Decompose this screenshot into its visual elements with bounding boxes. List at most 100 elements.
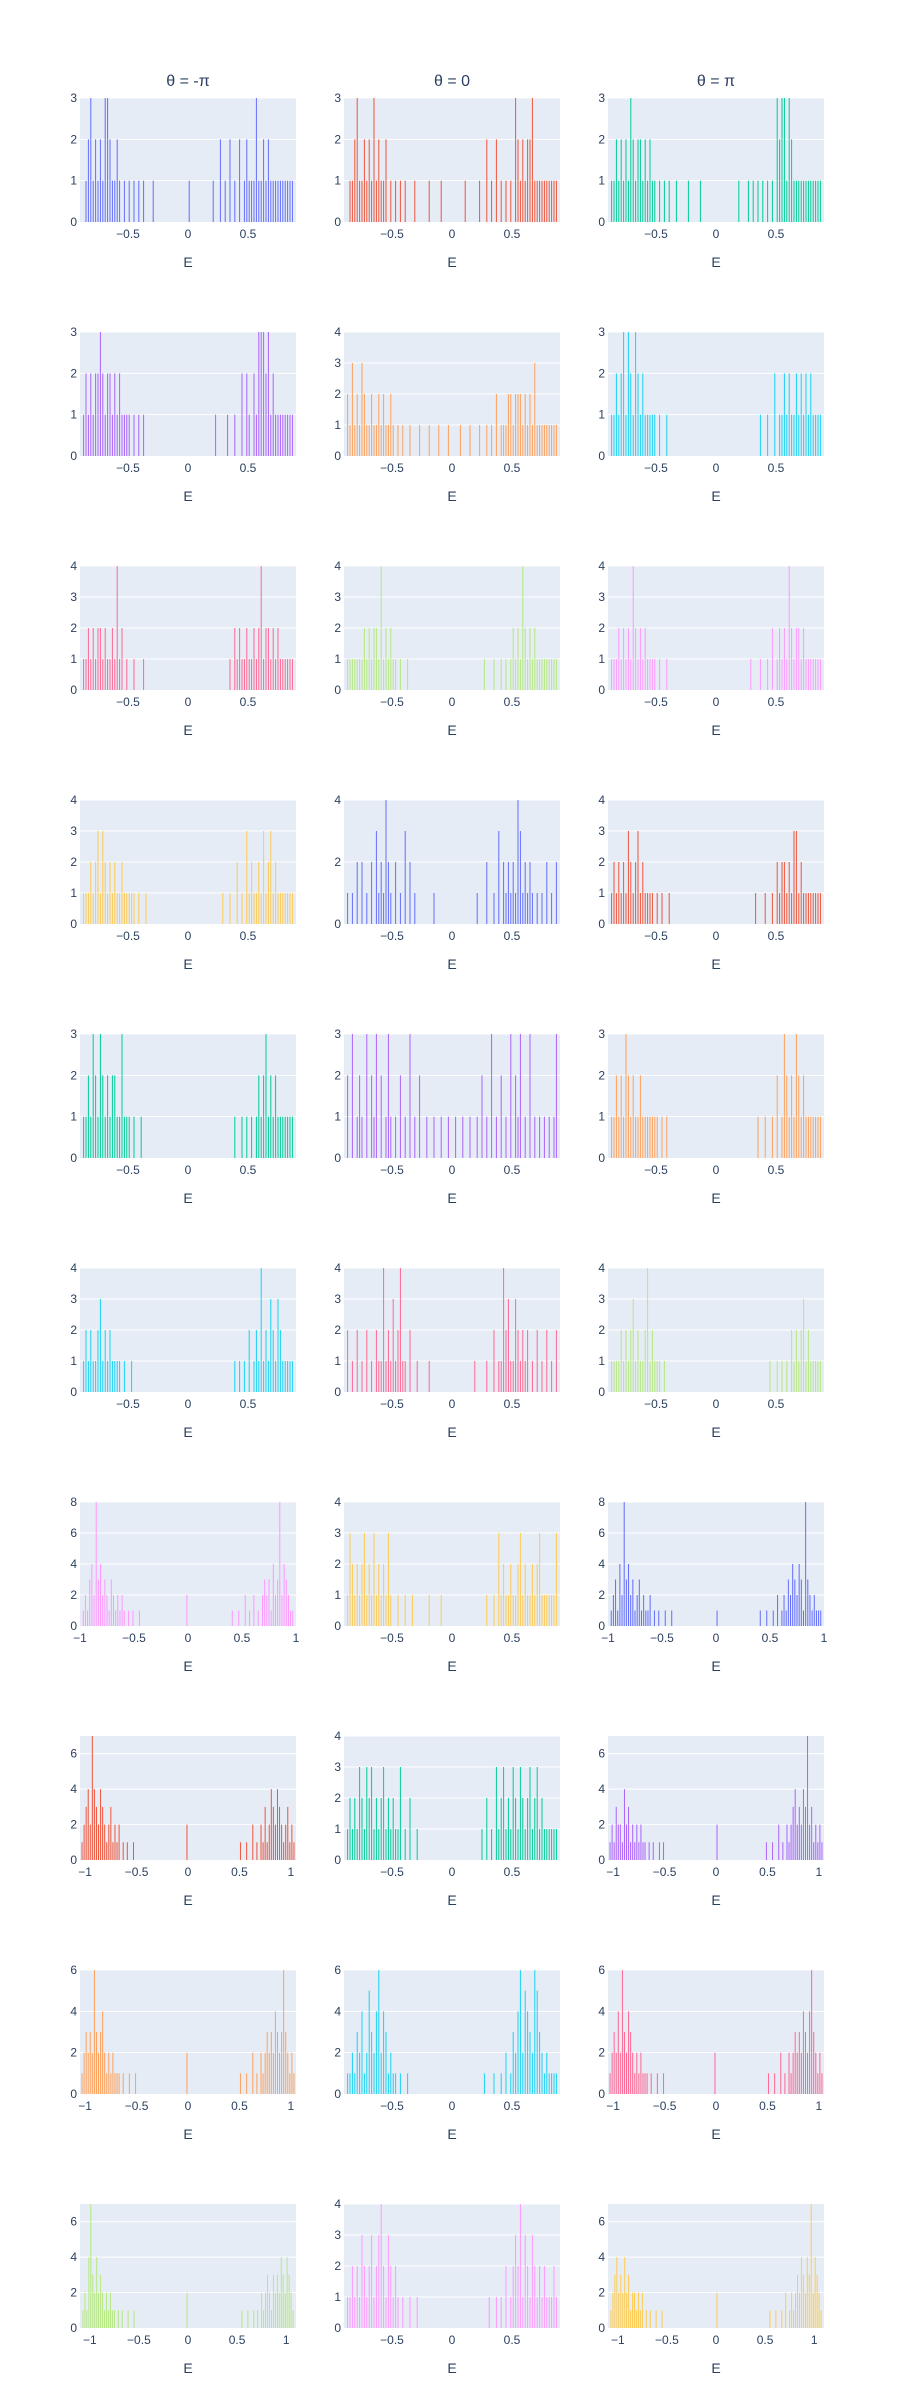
histogram-bar (289, 2073, 291, 2094)
histogram-bar (108, 1824, 110, 1860)
histogram-bar (256, 1842, 258, 1860)
histogram-bar (767, 414, 769, 456)
x-tick-label: −1 (78, 2099, 92, 2113)
histogram-bar (85, 1330, 87, 1392)
histogram-bar (106, 1595, 108, 1626)
histogram-bar (649, 1595, 651, 1626)
histogram-bar (644, 1842, 646, 1860)
histogram-bar (791, 1075, 793, 1158)
histogram-bar (366, 425, 368, 456)
histogram-bar (395, 2266, 397, 2328)
histogram-bar (119, 373, 121, 456)
histogram-bar (522, 1595, 524, 1626)
y-tick-label: 1 (598, 174, 605, 188)
histogram-bar (246, 628, 248, 690)
histogram-bar (258, 1361, 260, 1392)
histogram-bar (263, 659, 265, 690)
histogram-bar (383, 893, 385, 924)
histogram-bar (385, 425, 387, 456)
histogram-bar (131, 893, 133, 924)
y-tick-label: 1 (598, 408, 605, 422)
histogram-bar (282, 893, 284, 924)
histogram-bar (764, 893, 766, 924)
histogram-bar (804, 2032, 806, 2094)
histogram-bar (123, 893, 125, 924)
histogram-bar (635, 1116, 637, 1158)
x-axis-title: E (183, 2360, 192, 2376)
histogram-bar (354, 139, 356, 222)
histogram-bar (491, 1034, 493, 1158)
histogram-bar (486, 862, 488, 924)
histogram-bar (628, 2011, 630, 2094)
histogram-bar (98, 1824, 100, 1860)
histogram-bar (551, 1595, 553, 1626)
histogram-bar (290, 2292, 292, 2328)
histogram-bar (517, 1330, 519, 1392)
y-tick-label: 0 (70, 2087, 77, 2101)
histogram-bar (534, 363, 536, 456)
histogram-bar (106, 2073, 108, 2094)
histogram-bar (387, 862, 389, 924)
histogram-bar (368, 628, 370, 690)
histogram-bar (104, 862, 106, 924)
histogram-bar (529, 394, 531, 456)
histogram-bar (642, 373, 644, 456)
histogram-bar (658, 1610, 660, 1626)
histogram-bar (553, 659, 555, 690)
y-tick-label: 8 (70, 1495, 77, 1509)
histogram-bar (186, 2052, 188, 2094)
histogram-bar (272, 180, 274, 222)
histogram-bar (644, 628, 646, 690)
histogram-bar (798, 1361, 800, 1392)
histogram-bar (553, 180, 555, 222)
histogram-bar (409, 1330, 411, 1392)
x-axis-title: E (183, 254, 192, 270)
histogram-bar (440, 1595, 442, 1626)
histogram-bar (500, 2297, 502, 2328)
histogram-bar (87, 1361, 89, 1392)
histogram-bar (637, 373, 639, 456)
y-tick-label: 2 (598, 2286, 605, 2300)
histogram-bar (500, 1075, 502, 1158)
histogram-bar (522, 2052, 524, 2094)
histogram-bar (93, 1789, 95, 1860)
x-tick-label: −0.5 (644, 695, 668, 709)
x-tick-label: 0 (449, 2333, 456, 2347)
histogram-bar (116, 2073, 118, 2094)
histogram-bar (716, 1824, 718, 1860)
histogram-bar (122, 1842, 124, 1860)
histogram-bar (546, 2052, 548, 2094)
histogram-bar (416, 1361, 418, 1392)
histogram-bar (510, 2073, 512, 2094)
histogram-bar (113, 2310, 115, 2328)
histogram-bar (262, 2073, 264, 2094)
histogram-bar (128, 2073, 130, 2094)
histogram-bar (666, 1116, 668, 1158)
x-tick-label: −0.5 (653, 2099, 677, 2113)
histogram-bar (462, 1116, 464, 1158)
histogram-bar (666, 414, 668, 456)
histogram-bar (100, 1789, 102, 1860)
histogram-bar (512, 425, 514, 456)
histogram-bar (255, 893, 257, 924)
histogram-bar (268, 2292, 270, 2328)
y-tick-label: 0 (598, 2087, 605, 2101)
y-tick-label: 2 (598, 621, 605, 635)
plot-area (80, 2204, 296, 2328)
histogram-bar (89, 1579, 91, 1626)
histogram-bar (416, 1829, 418, 1860)
histogram-bar (373, 2052, 375, 2094)
histogram-bar (356, 1829, 358, 1860)
histogram-bar (798, 1075, 800, 1158)
histogram-bar (805, 180, 807, 222)
histogram-bar (613, 1842, 615, 1860)
histogram-bar (817, 414, 819, 456)
histogram-bar (503, 862, 505, 924)
histogram-bar (390, 1361, 392, 1392)
histogram-bar (524, 394, 526, 456)
histogram-bar (805, 893, 807, 924)
histogram-bar (99, 1034, 101, 1158)
histogram-bar (356, 2032, 358, 2094)
histogram-bar (505, 1829, 507, 1860)
